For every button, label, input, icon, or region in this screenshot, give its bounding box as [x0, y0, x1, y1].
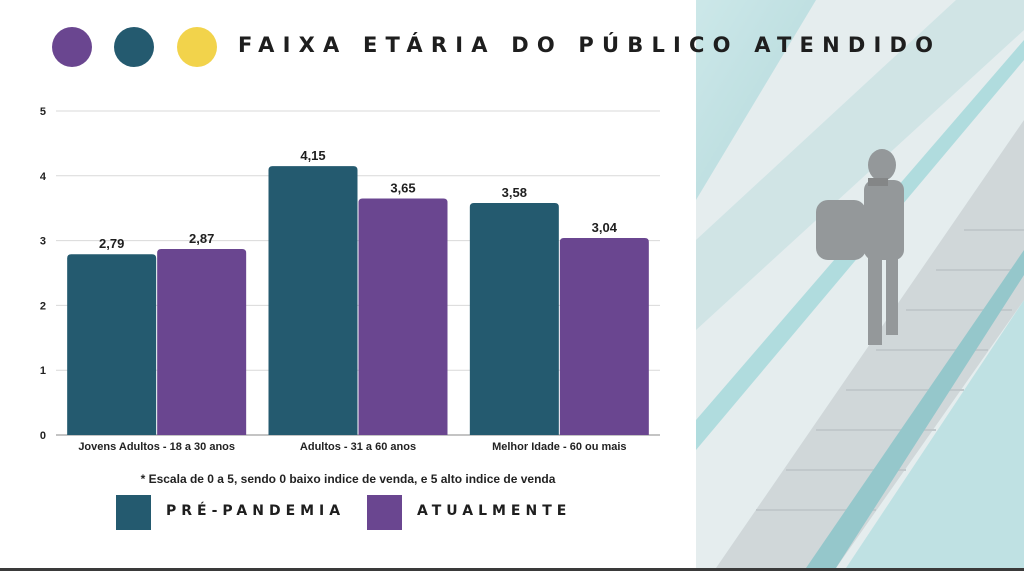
- legend-swatch-atualmente: [367, 495, 402, 530]
- photo-overlay: [696, 0, 1024, 568]
- data-label: 4,15: [300, 148, 325, 163]
- bar-pre-pandemia-0: [67, 254, 157, 435]
- data-label: 3,04: [592, 220, 618, 235]
- legend-swatch-pre-pandemia: [116, 495, 151, 530]
- legend-label-atualmente: ATUALMENTE: [417, 503, 572, 519]
- y-tick-label: 2: [40, 300, 46, 312]
- x-tick-label: Adultos - 31 a 60 anos: [300, 441, 416, 453]
- legend-label-pre-pandemia: PRÉ-PANDEMIA: [166, 503, 346, 519]
- chart-footnote: * Escala de 0 a 5, sendo 0 baixo indice …: [140, 472, 556, 486]
- y-tick-label: 4: [40, 171, 47, 183]
- bar-atualmente-1: [358, 198, 448, 435]
- data-label: 3,65: [390, 180, 415, 195]
- yellow-dot-icon: [177, 27, 217, 67]
- y-tick-label: 5: [40, 106, 46, 118]
- x-tick-label: Jovens Adultos - 18 a 30 anos: [78, 441, 235, 453]
- teal-dot-icon: [114, 27, 154, 67]
- page-title: FAIXA ETÁRIA DO PÚBLICO ATENDIDO: [238, 33, 942, 57]
- escalator-photo: [696, 0, 1024, 568]
- bottom-divider: [0, 568, 1024, 571]
- escalator-illustration: [696, 0, 1024, 568]
- bar-pre-pandemia-2: [469, 203, 559, 435]
- bar-chart: 0 1 2 3 4 5 2,79 2,87 Jovens Adultos - 18 a 30 a…: [40, 106, 660, 453]
- bar-atualmente-2: [559, 238, 649, 435]
- x-tick-label: Melhor Idade - 60 ou mais: [492, 441, 626, 453]
- purple-dot-icon: [52, 27, 92, 67]
- y-tick-label: 1: [40, 365, 46, 377]
- data-label: 2,79: [99, 236, 124, 251]
- data-label: 2,87: [189, 231, 214, 246]
- bar-atualmente-0: [157, 249, 247, 435]
- y-tick-label: 0: [40, 430, 46, 442]
- bar-pre-pandemia-1: [268, 166, 358, 435]
- y-tick-label: 3: [40, 236, 46, 248]
- data-label: 3,58: [502, 185, 527, 200]
